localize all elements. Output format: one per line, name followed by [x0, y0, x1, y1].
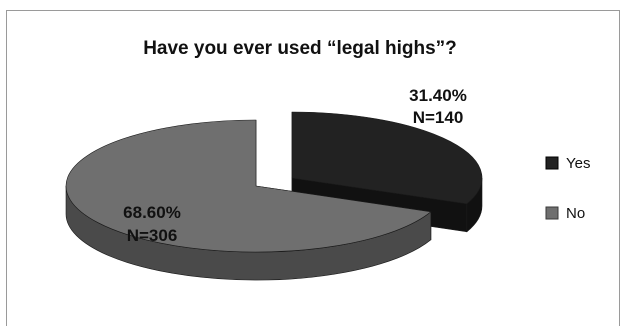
data-label-no-percent: 68.60%: [123, 203, 181, 222]
legend-swatch-no: [545, 206, 559, 220]
label-layer: 31.40% N=140 68.60% N=306: [123, 86, 467, 245]
data-label-yes-percent: 31.40%: [409, 86, 467, 105]
pie-slice-no: [65, 119, 432, 253]
chart-border: [6, 10, 620, 326]
legend-label-yes: Yes: [566, 155, 590, 172]
pie-slice-yes: [291, 111, 483, 205]
legend: Yes No: [545, 155, 590, 222]
legend-label-no: No: [566, 205, 585, 222]
data-label-no-count: N=306: [127, 226, 178, 245]
legend-swatch-yes: [545, 156, 559, 170]
chart-title: Have you ever used “legal highs”?: [143, 38, 457, 59]
pie-layer: [65, 111, 483, 281]
data-label-yes-count: N=140: [413, 108, 464, 127]
